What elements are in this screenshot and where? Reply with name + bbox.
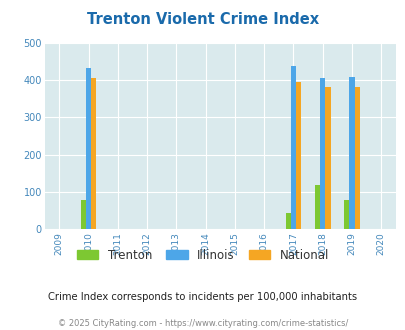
Text: Trenton Violent Crime Index: Trenton Violent Crime Index bbox=[87, 12, 318, 26]
Bar bbox=[348, 77, 354, 229]
Bar bbox=[295, 82, 301, 229]
Bar bbox=[314, 184, 319, 229]
Bar bbox=[354, 87, 359, 229]
Text: Crime Index corresponds to incidents per 100,000 inhabitants: Crime Index corresponds to incidents per… bbox=[48, 292, 357, 302]
Bar bbox=[285, 213, 290, 229]
Bar bbox=[81, 200, 86, 229]
Bar bbox=[91, 78, 96, 229]
Bar bbox=[343, 200, 348, 229]
Bar bbox=[290, 66, 295, 229]
Bar bbox=[86, 68, 91, 229]
Bar bbox=[324, 87, 330, 229]
Legend: Trenton, Illinois, National: Trenton, Illinois, National bbox=[72, 244, 333, 266]
Bar bbox=[319, 78, 324, 229]
Text: © 2025 CityRating.com - https://www.cityrating.com/crime-statistics/: © 2025 CityRating.com - https://www.city… bbox=[58, 319, 347, 328]
